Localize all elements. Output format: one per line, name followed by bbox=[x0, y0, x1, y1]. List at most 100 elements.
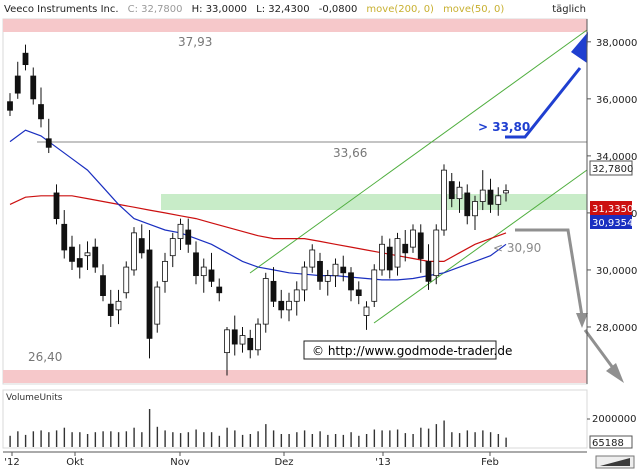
annotation-down-target: < 30,90 bbox=[493, 241, 541, 255]
candle-body bbox=[363, 306, 370, 316]
volume-bar bbox=[451, 432, 453, 447]
volume-bar bbox=[125, 431, 128, 447]
date-axis: '12 Okt Nov Dez '13 Feb bbox=[3, 451, 587, 468]
candle-body bbox=[115, 300, 122, 311]
candle-body bbox=[441, 169, 447, 231]
candle-body bbox=[30, 75, 37, 100]
price-tick-label: 36,0000 bbox=[596, 95, 637, 106]
volume-bar bbox=[319, 431, 321, 447]
candle-body bbox=[224, 329, 230, 354]
corner-icon[interactable] bbox=[595, 455, 635, 469]
volume-bar bbox=[133, 427, 135, 447]
volume-bar bbox=[234, 430, 236, 447]
last-price-box bbox=[589, 160, 633, 176]
volume-bar bbox=[48, 432, 50, 447]
volume-bar bbox=[334, 434, 337, 447]
price-tick-label: 34,0000 bbox=[596, 152, 637, 163]
candle-body bbox=[340, 266, 347, 274]
volume-bar bbox=[350, 432, 352, 447]
candle-body bbox=[503, 190, 509, 194]
volume-last-label: 65188 bbox=[592, 438, 624, 449]
volume-bar bbox=[257, 431, 259, 447]
candle-body bbox=[14, 75, 21, 94]
volume-bar bbox=[458, 433, 461, 447]
date-tick-label: Okt bbox=[66, 457, 84, 468]
candle-body bbox=[107, 303, 114, 316]
volume-bar bbox=[365, 434, 368, 447]
candle-body bbox=[332, 263, 339, 277]
candle-body bbox=[154, 286, 161, 325]
candle-body bbox=[200, 266, 207, 277]
candle-body bbox=[53, 192, 60, 220]
price-tick-label: 38,0000 bbox=[596, 38, 637, 49]
candle-body bbox=[208, 269, 215, 282]
volume-bar bbox=[280, 434, 283, 447]
price-tick-label: 28,0000 bbox=[596, 323, 637, 334]
volume-bar bbox=[117, 432, 120, 447]
volume-bar bbox=[110, 431, 112, 447]
volume-bar bbox=[9, 435, 11, 447]
candle-body bbox=[138, 238, 145, 254]
volume-bar bbox=[156, 426, 159, 447]
volume-bar bbox=[404, 433, 407, 447]
volume-bar bbox=[164, 430, 166, 447]
volume-bar bbox=[79, 432, 81, 447]
arrow-up-head-icon bbox=[571, 32, 588, 63]
volume-bar bbox=[241, 434, 244, 447]
volume-bar bbox=[187, 432, 190, 447]
candle-body bbox=[286, 300, 292, 311]
candle-body bbox=[231, 329, 238, 345]
volume-bar bbox=[218, 435, 221, 447]
date-tick-label: Dez bbox=[274, 457, 293, 468]
volume-bar bbox=[203, 432, 205, 447]
volume-bar bbox=[505, 437, 507, 447]
candle-body bbox=[177, 223, 184, 239]
candle-body bbox=[456, 186, 463, 200]
volume-bar bbox=[226, 427, 228, 447]
candle-body bbox=[262, 278, 269, 325]
volume-bar bbox=[303, 430, 306, 447]
candle-body bbox=[278, 300, 285, 311]
candle-body bbox=[69, 246, 75, 262]
candle-body bbox=[76, 258, 83, 268]
volume-last-box bbox=[589, 435, 633, 449]
volume-bar bbox=[420, 427, 422, 447]
candle-body bbox=[255, 323, 261, 351]
expand-icon bbox=[600, 458, 630, 466]
candle-body bbox=[146, 249, 153, 339]
ma200-price-box bbox=[590, 201, 632, 215]
candle-body bbox=[22, 52, 29, 66]
last-price-label: 32,7800 bbox=[592, 164, 633, 175]
arrow-down-line-2 bbox=[583, 329, 615, 369]
volume-bar bbox=[482, 430, 484, 447]
volume-tick-2000000: 2000000 bbox=[592, 414, 637, 425]
ma50-price-box bbox=[590, 215, 632, 229]
candle-body bbox=[92, 246, 99, 268]
candle-body bbox=[371, 269, 378, 302]
date-tick-label: '12 bbox=[4, 457, 19, 468]
volume-bar bbox=[24, 434, 27, 447]
volume-label: VolumeUnits bbox=[6, 393, 63, 403]
level-label-top: 37,93 bbox=[178, 35, 212, 49]
volume-bar bbox=[210, 432, 213, 447]
volume-bar bbox=[389, 430, 391, 447]
volume-bar bbox=[63, 427, 66, 447]
price-axis-labels: 32,7800 31,3350 30,9354 bbox=[589, 160, 633, 229]
volume-bar bbox=[342, 434, 345, 447]
volume-bar bbox=[443, 420, 445, 447]
candle-body bbox=[425, 260, 432, 282]
candle-body bbox=[417, 232, 424, 259]
volume-bar bbox=[32, 431, 35, 447]
candle-body bbox=[402, 243, 409, 254]
volume-bar bbox=[17, 431, 19, 447]
price-panel: 37,93 33,66 26,40 > 33,80 < 30,90 © http… bbox=[2, 18, 624, 385]
candle-body bbox=[301, 266, 308, 291]
price-tick-label: 30,0000 bbox=[596, 266, 637, 277]
volume-bar bbox=[327, 434, 329, 447]
volume-bar bbox=[55, 430, 58, 447]
volume-bar bbox=[272, 430, 275, 447]
candle-body bbox=[247, 337, 254, 351]
volume-bar bbox=[172, 432, 174, 447]
